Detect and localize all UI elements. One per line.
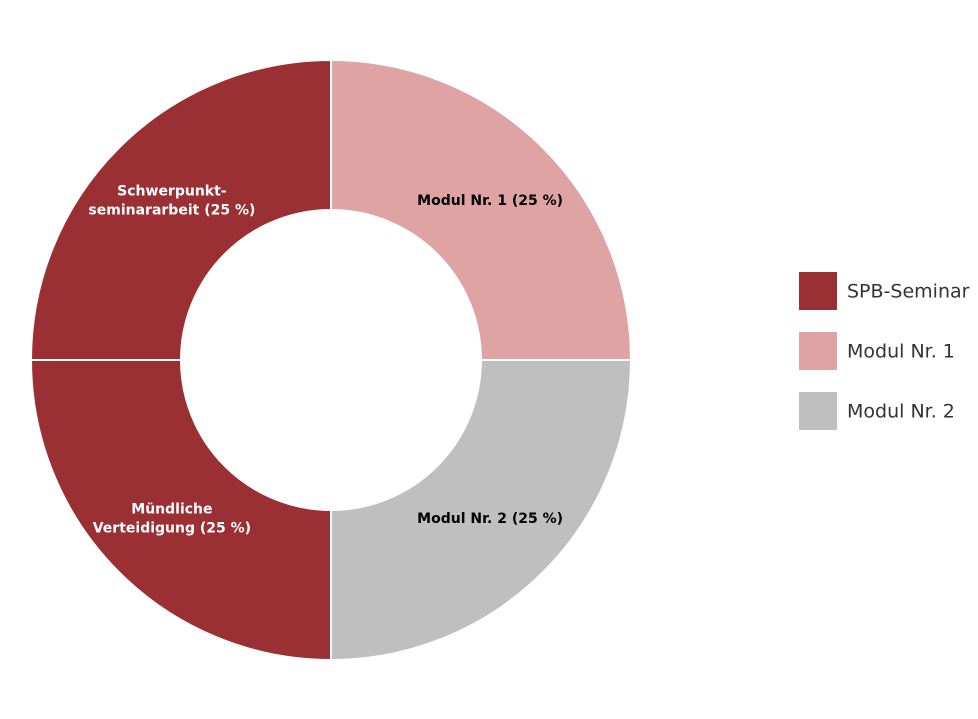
legend-label: Modul Nr. 1: [847, 341, 955, 363]
data-label: seminararbeit (25 %): [88, 202, 255, 218]
legend-swatch: [799, 392, 837, 430]
legend-swatch: [799, 332, 837, 370]
legend-label: SPB-Seminar: [847, 281, 970, 303]
donut-slice: [330, 58, 633, 361]
data-label: Verteidigung (25 %): [93, 521, 251, 537]
legend-label: Modul Nr. 2: [847, 401, 955, 423]
donut-slice: [29, 58, 332, 361]
data-label: Modul Nr. 2 (25 %): [417, 511, 563, 527]
data-label: Mündliche: [131, 502, 212, 518]
legend-swatch: [799, 272, 837, 310]
donut-slice: [330, 359, 633, 662]
donut-slice: [29, 359, 332, 662]
data-label: Modul Nr. 1 (25 %): [417, 193, 563, 209]
data-label: Schwerpunkt-: [117, 183, 227, 199]
